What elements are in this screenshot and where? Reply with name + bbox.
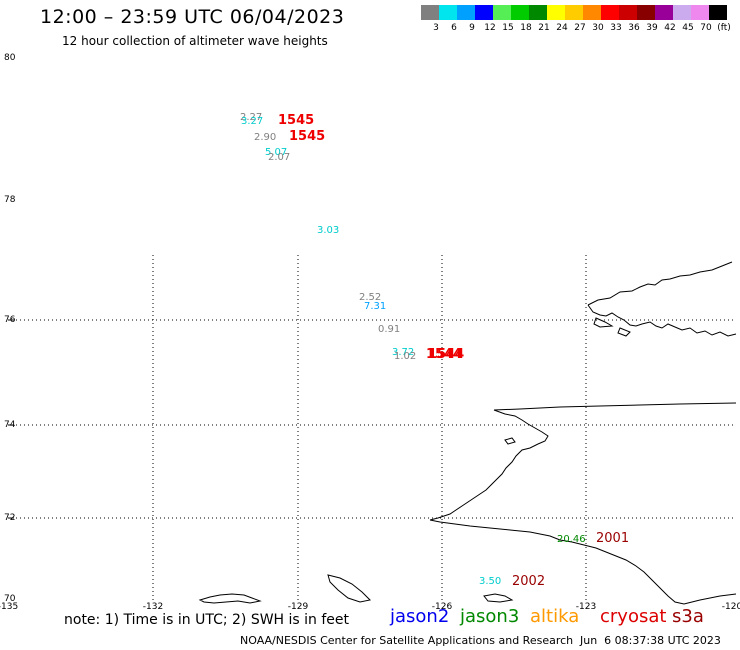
latitude-label: 80 bbox=[4, 53, 16, 63]
longitude-label: -120 bbox=[722, 602, 740, 612]
wave-height-value: 2.52 bbox=[359, 292, 381, 303]
pass-time-label: 2001 bbox=[596, 531, 629, 546]
coastline bbox=[198, 261, 737, 605]
wave-height-value: 20.46 bbox=[557, 534, 586, 545]
scale-swatch bbox=[421, 5, 439, 20]
scale-swatch bbox=[619, 5, 637, 20]
scale-swatch bbox=[457, 5, 475, 20]
longitude-axis-labels: -135 -132 -129 -126 -123 -120 bbox=[0, 602, 740, 612]
scale-swatch bbox=[637, 5, 655, 20]
scale-label: 36 bbox=[628, 23, 640, 33]
scale-swatch bbox=[493, 5, 511, 20]
scale-label: 70 bbox=[700, 23, 712, 33]
pass-time-label: 1544 bbox=[428, 347, 464, 362]
scale-swatch bbox=[691, 5, 709, 20]
scale-label: 21 bbox=[538, 23, 550, 33]
latitude-label: 78 bbox=[4, 195, 16, 205]
scale-swatch bbox=[601, 5, 619, 20]
latitude-label: 70 bbox=[4, 594, 16, 604]
wave-height-value: 3.03 bbox=[317, 225, 339, 236]
satellite-legend-jason3: jason3 bbox=[460, 606, 520, 627]
satellite-legend-cryosat: cryosat bbox=[600, 606, 667, 627]
scale-label: 18 bbox=[520, 23, 532, 33]
pass-time-label: 1545 bbox=[289, 129, 325, 144]
scale-swatch bbox=[475, 5, 493, 20]
credit-line: NOAA/NESDIS Center for Satellite Applica… bbox=[240, 634, 574, 647]
scale-label: 3 bbox=[433, 23, 439, 33]
scale-swatch bbox=[511, 5, 529, 20]
wave-height-value: 5.07 bbox=[265, 147, 287, 158]
latitude-axis-labels: 80 78 76 74 72 70 bbox=[4, 53, 16, 604]
scale-label: 6 bbox=[451, 23, 457, 33]
footer-note: note: 1) Time is in UTC; 2) SWH is in fe… bbox=[64, 612, 350, 628]
wave-height-value: 1.02 bbox=[394, 351, 416, 362]
scale-label: 12 bbox=[484, 23, 496, 33]
page-subtitle: 12 hour collection of altimeter wave hei… bbox=[62, 34, 328, 48]
satellite-legend-altika: altika bbox=[530, 606, 580, 627]
scale-label: 15 bbox=[502, 23, 514, 33]
scale-label: 24 bbox=[556, 23, 568, 33]
wave-height-value: 0.91 bbox=[378, 324, 400, 335]
longitude-label: -129 bbox=[288, 602, 309, 612]
pass-time-label: 1545 bbox=[278, 113, 314, 128]
scale-label: 39 bbox=[646, 23, 658, 33]
wave-height-value: 3.72 bbox=[392, 347, 414, 358]
scale-swatch bbox=[673, 5, 691, 20]
satellite-legend-s3a: s3a bbox=[672, 606, 704, 627]
scale-swatch bbox=[583, 5, 601, 20]
latitude-label: 72 bbox=[4, 513, 15, 523]
observation-labels: 2.27 3.27 1545 2.90 1545 5.07 2.07 3.03 … bbox=[240, 112, 629, 589]
pass-time-label: 1544 bbox=[426, 347, 462, 362]
scale-swatch bbox=[655, 5, 673, 20]
wave-height-value: 3.50 bbox=[479, 576, 501, 587]
latitude-label: 74 bbox=[4, 420, 16, 430]
scale-label: 9 bbox=[469, 23, 475, 33]
longitude-label: -126 bbox=[432, 602, 453, 612]
longitude-label: -135 bbox=[0, 602, 18, 612]
page-title: 12:00 – 23:59 UTC 06/04/2023 bbox=[40, 6, 345, 28]
longitude-label: -123 bbox=[576, 602, 596, 612]
scale-swatch bbox=[529, 5, 547, 20]
wave-height-value: 3.27 bbox=[241, 116, 263, 127]
longitude-label: -132 bbox=[143, 602, 163, 612]
wave-height-value: 7.31 bbox=[364, 301, 386, 312]
scale-swatch bbox=[709, 5, 727, 20]
generated-timestamp: Jun 6 08:37:38 UTC 2023 bbox=[580, 634, 721, 647]
latitude-label: 76 bbox=[4, 315, 16, 325]
scale-swatch bbox=[565, 5, 583, 20]
scale-swatch bbox=[547, 5, 565, 20]
scale-label: 30 bbox=[592, 23, 604, 33]
scale-swatch bbox=[439, 5, 457, 20]
scale-label: 33 bbox=[610, 23, 622, 33]
scale-unit-label: (ft) bbox=[717, 23, 731, 33]
wave-height-value: 2.27 bbox=[240, 112, 262, 123]
scale-label: 45 bbox=[682, 23, 694, 33]
latitude-tick-marks bbox=[8, 319, 14, 519]
wave-height-value: 2.07 bbox=[268, 152, 290, 163]
satellite-legend-jason2: jason2 bbox=[390, 606, 450, 627]
scale-label: 27 bbox=[574, 23, 586, 33]
pass-time-label: 2002 bbox=[512, 574, 545, 589]
graticule bbox=[8, 255, 736, 603]
scale-label: 42 bbox=[664, 23, 676, 33]
wave-height-value: 2.90 bbox=[254, 132, 276, 143]
